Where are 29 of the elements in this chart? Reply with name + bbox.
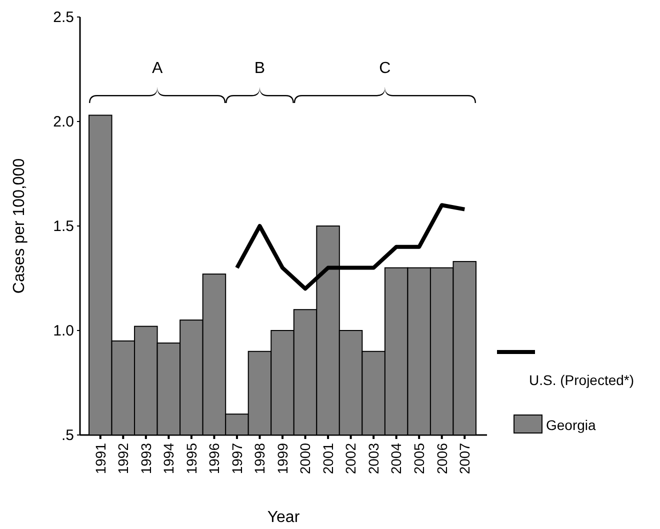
text: U.S. (Projected*) [529, 372, 634, 388]
x-tick-label: 2001 [320, 442, 336, 474]
x-tick-label: 1997 [228, 442, 245, 474]
x-tick-label: 2003 [365, 442, 382, 474]
x-tick-label: 2007 [456, 442, 473, 474]
x-tick-label: 2006 [434, 442, 450, 474]
x-tick-label: 2004 [388, 442, 404, 474]
y-tick-label: 2.5 [53, 8, 74, 26]
y-tick-label: .5 [61, 426, 74, 444]
y-axis-title: Cases per 100,000 [11, 158, 28, 294]
y-tick-label: 1.0 [53, 322, 74, 340]
x-tick-label: 1999 [274, 442, 290, 474]
y-tick-label: 2.0 [53, 113, 74, 130]
y-tick-label: 1.5 [53, 218, 74, 235]
annotation: A [152, 60, 163, 77]
x-tick-label: 1994 [160, 442, 177, 474]
x-tick-label: 1998 [252, 442, 268, 474]
x-tick-label: 1992 [115, 442, 132, 474]
x-axis-title: Year [267, 509, 300, 526]
x-tick-label: 1993 [138, 442, 154, 474]
annotation: C [379, 60, 391, 77]
x-tick-label: 1995 [183, 442, 200, 474]
x-tick-label: 1991 [92, 442, 108, 474]
x-tick-label: 1996 [206, 442, 222, 474]
x-tick-label: 2005 [410, 442, 427, 474]
x-tick-label: 2000 [297, 442, 314, 474]
x-tick-label: 2002 [342, 442, 359, 474]
legend-label: Georgia [546, 417, 596, 433]
annotation: B [254, 60, 266, 77]
